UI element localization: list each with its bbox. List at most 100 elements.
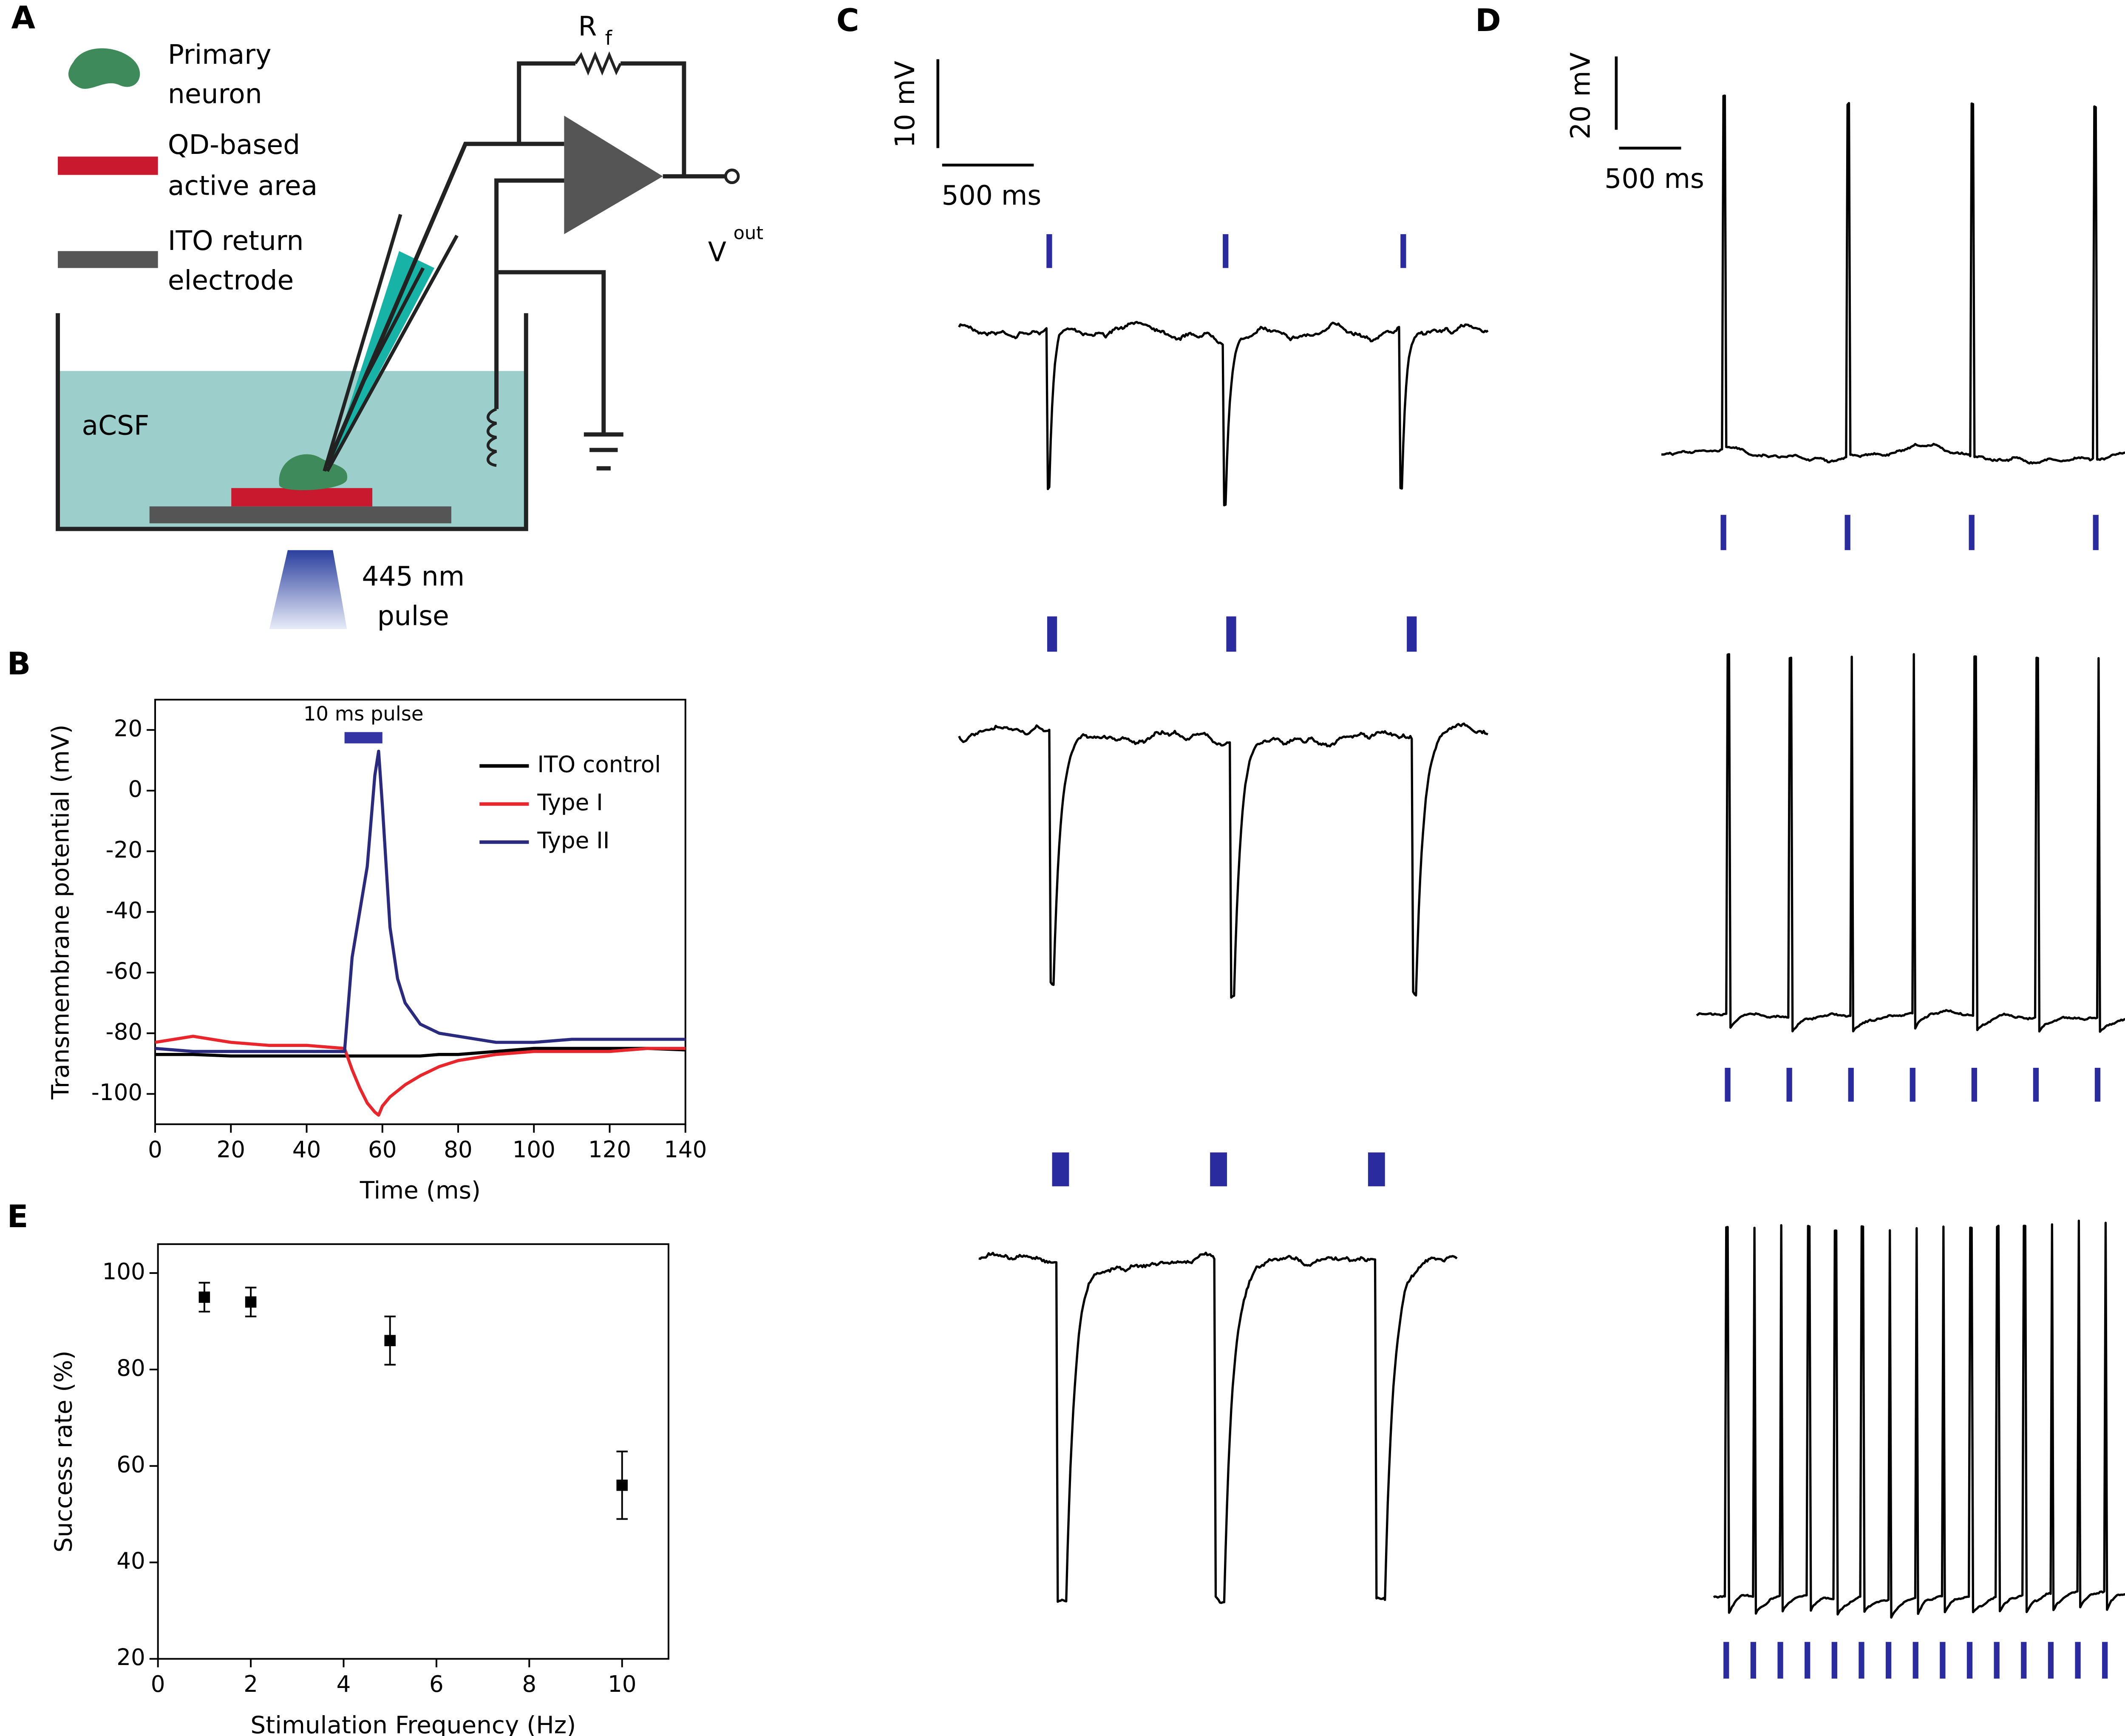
recording-trace	[1661, 94, 2125, 465]
reference-wire	[494, 178, 606, 435]
x-axis-label: Time (ms)	[360, 1177, 481, 1205]
output-label: V	[708, 236, 726, 267]
y-tick-label: -100	[91, 1079, 142, 1106]
resistor	[574, 51, 622, 76]
scale-label: 500 ms	[1604, 163, 1704, 194]
light-pulse	[1720, 515, 1726, 550]
ito-electrode	[149, 506, 451, 524]
light-pulse	[1859, 1642, 1864, 1679]
light-pulse	[1848, 1068, 1854, 1102]
light-pulse	[1969, 515, 1975, 550]
x-tick-label: 80	[444, 1136, 473, 1163]
light-pulse	[1786, 1068, 1792, 1102]
y-tick-label: 20	[116, 1644, 145, 1671]
y-tick-label: -20	[105, 837, 142, 863]
x-tick-label: 2	[244, 1671, 258, 1697]
y-tick-label: 40	[116, 1548, 145, 1574]
light-pulse	[1407, 616, 1417, 652]
point	[616, 1479, 628, 1491]
light-pulse	[1750, 1642, 1757, 1679]
annotation: 10 ms pulse	[303, 702, 424, 725]
light-pulse	[2093, 515, 2099, 550]
series-line	[155, 1047, 686, 1058]
qd-area	[231, 488, 373, 507]
recording-trace	[978, 1251, 1458, 1604]
light-pulse	[1400, 234, 1406, 268]
output-node	[724, 168, 740, 184]
recording-trace	[1713, 1220, 2125, 1619]
active-area-swatch	[58, 156, 158, 175]
point	[245, 1296, 257, 1308]
x-axis-label: Stimulation Frequency (Hz)	[250, 1711, 576, 1736]
x-tick-label: 8	[522, 1671, 536, 1697]
electrode-swatch	[58, 251, 158, 268]
point	[198, 1291, 210, 1303]
panel-letter: B	[7, 646, 31, 682]
light-pulse	[1971, 1068, 1977, 1102]
legend-text: electrode	[168, 264, 294, 296]
x-tick-label: 120	[588, 1136, 631, 1163]
light-pulse	[1805, 1642, 1810, 1679]
plot-frame	[157, 1243, 669, 1660]
setup-diagram: Primary neuron QD-based active area ITO …	[56, 10, 764, 632]
scale-label: 500 ms	[942, 180, 1042, 211]
light-pulse	[1777, 1642, 1783, 1679]
light-pulse	[1994, 1642, 2000, 1679]
legend-text: neuron	[168, 78, 262, 110]
light-pulse	[1940, 1642, 1946, 1679]
light-pulse	[1226, 616, 1236, 652]
output-sub: out	[734, 222, 764, 244]
panel-letter: D	[1475, 3, 1501, 39]
light-pulse	[2094, 1068, 2101, 1102]
light-pulse	[1912, 1642, 1918, 1679]
legend-text: ITO return	[168, 225, 304, 256]
resistor-sub: f	[605, 26, 613, 49]
legend-label: Type II	[537, 828, 609, 854]
light-pulse	[1910, 1068, 1915, 1102]
light-pulse	[1966, 1642, 1973, 1679]
bath	[56, 313, 528, 531]
light-pulse	[1725, 1068, 1731, 1102]
scale-label: 10 mV	[889, 61, 921, 148]
light-label: 445 nm	[362, 561, 465, 592]
resistor-label: R	[578, 10, 597, 42]
x-tick-label: 40	[292, 1136, 321, 1163]
neuron-icon	[68, 48, 140, 89]
reference-coil	[487, 408, 497, 467]
x-tick-label: 0	[151, 1671, 165, 1697]
light-pulse	[1047, 616, 1057, 652]
light-pulse	[1210, 1152, 1227, 1186]
scale-label: 20 mV	[1564, 52, 1596, 139]
light-beam	[269, 550, 347, 630]
light-pulse	[2048, 1642, 2054, 1679]
medium-label: aCSF	[82, 410, 149, 441]
x-tick-label: 20	[217, 1136, 246, 1163]
light-pulse	[2102, 1642, 2108, 1679]
recording-trace	[958, 321, 1489, 507]
legend-text: active area	[168, 170, 317, 201]
pipette-solution	[330, 251, 435, 466]
light-pulse	[1046, 234, 1052, 268]
panel-letter: C	[836, 3, 859, 39]
light-pulse	[1831, 1642, 1837, 1679]
y-tick-label: 80	[116, 1355, 145, 1381]
x-tick-label: 140	[664, 1136, 707, 1163]
y-axis-label: Success rate (%)	[50, 1350, 77, 1552]
x-tick-label: 4	[337, 1671, 351, 1697]
legend-text: Primary	[168, 39, 272, 70]
series-line	[155, 1035, 686, 1117]
scale-bar	[936, 59, 1034, 167]
light-pulse	[1844, 515, 1850, 550]
legend-label: Type I	[537, 789, 603, 816]
y-axis-label: Transmembrane potential (mV)	[47, 724, 75, 1100]
light-label: pulse	[377, 600, 449, 632]
panel-letter: A	[11, 0, 36, 36]
y-tick-label: -60	[105, 958, 142, 984]
panel-letter: E	[7, 1199, 28, 1235]
light-pulse	[2075, 1642, 2081, 1679]
scale-bar	[1615, 56, 1681, 150]
x-tick-label: 0	[148, 1136, 162, 1163]
stimulus-pulse	[344, 732, 382, 743]
light-pulse	[1723, 1642, 1729, 1679]
